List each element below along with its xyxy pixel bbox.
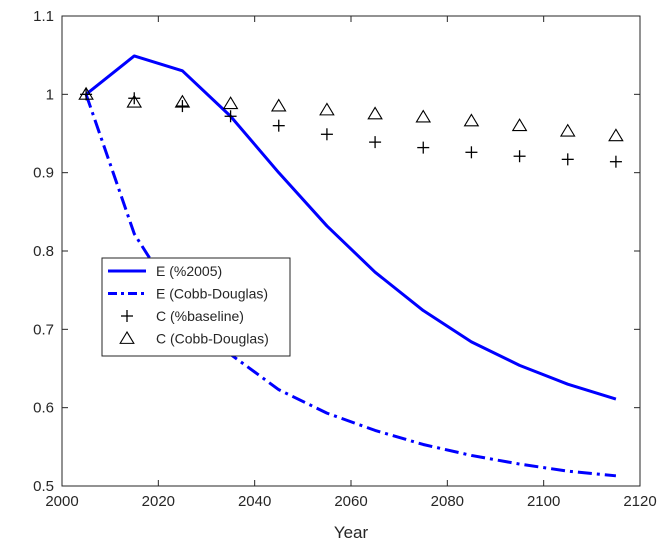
x-tick-label-2: 2040 (238, 493, 271, 510)
y-tick-label-2: 0.7 (33, 321, 54, 338)
legend-item-3: C (Cobb-Douglas) (119, 330, 269, 347)
data-point-2-5 (320, 128, 333, 141)
y-tick-label-1: 0.6 (33, 400, 54, 417)
legend-label-3: C (Cobb-Douglas) (156, 331, 269, 347)
data-point-3-5 (319, 102, 335, 116)
data-point-2-6 (369, 136, 382, 149)
data-point-3-1 (126, 94, 143, 108)
x-axis-label: Year (334, 523, 369, 542)
data-point-2-9 (513, 150, 526, 163)
x-tick-label-3: 2060 (334, 493, 367, 510)
y-tick-label-4: 0.9 (33, 165, 54, 182)
data-point-2-10 (561, 153, 574, 166)
data-point-3-9 (511, 118, 528, 132)
data-point-2-1 (128, 92, 141, 105)
legend-swatch-2 (121, 310, 133, 322)
data-point-3-7 (415, 109, 432, 123)
data-point-2-4 (272, 119, 285, 132)
legend-label-0: E (%2005) (156, 263, 222, 279)
series-line-0 (85, 54, 617, 401)
x-tick-label-1: 2020 (142, 493, 175, 510)
y-tick-label-5: 1 (46, 86, 54, 103)
data-point-2-2 (176, 100, 189, 113)
series-3 (78, 86, 624, 142)
legend-item-0: E (%2005) (108, 263, 222, 279)
series-0 (85, 54, 617, 401)
legend-box (101, 257, 291, 357)
data-point-3-4 (270, 98, 287, 112)
data-point-3-10 (559, 123, 576, 137)
x-tick-label-5: 2100 (527, 493, 560, 510)
data-point-3-11 (608, 128, 624, 142)
x-tick-label-6: 2120 (623, 493, 656, 510)
legend-label-1: E (Cobb-Douglas) (156, 286, 268, 302)
data-point-2-11 (609, 155, 622, 168)
data-point-3-6 (367, 106, 383, 120)
legend-label-2: C (%baseline) (156, 308, 244, 324)
y-tick-label-3: 0.8 (33, 243, 54, 260)
data-point-3-3 (222, 96, 239, 110)
data-point-3-8 (463, 113, 480, 127)
x-tick-label-0: 2000 (45, 493, 78, 510)
axes-layer: 2000 2020 2040 2060 2080 2100 2120 0.5 0.6 0.7 0.8… (33, 8, 657, 510)
legend-swatch-3 (119, 330, 135, 344)
data-point-3-2 (174, 94, 191, 108)
y-tick-label-0: 0.5 (33, 478, 54, 495)
data-point-3-0 (78, 86, 94, 100)
legend-item-1: E (Cobb-Douglas) (108, 286, 268, 302)
y-tick-label-6: 1.1 (33, 8, 54, 25)
x-tick-label-4: 2080 (431, 493, 464, 510)
data-point-2-8 (465, 146, 478, 159)
data-point-2-7 (417, 141, 430, 154)
data-point-2-3 (224, 110, 237, 123)
legend: E (%2005) E (Cobb-Douglas) C (%baseline) C … (101, 257, 291, 357)
legend-item-2: C (%baseline) (121, 308, 244, 324)
